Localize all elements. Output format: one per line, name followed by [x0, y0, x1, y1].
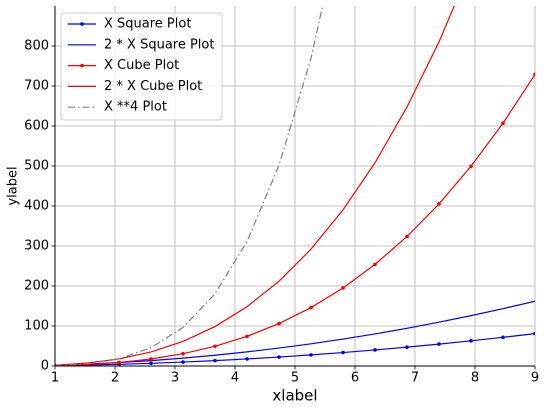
point [213, 344, 217, 349]
point [181, 360, 185, 364]
line-series [55, 6, 324, 366]
legend-marker [80, 63, 84, 68]
y-tick-label: 300 [24, 239, 49, 254]
y-axis-label: ylabel [6, 166, 21, 205]
x-axis-label: xlabel [272, 387, 317, 405]
y-tick-label: 700 [24, 79, 49, 94]
x-tick-label: 5 [291, 371, 299, 386]
point [533, 72, 535, 77]
point [437, 202, 441, 206]
legend-marker [80, 22, 84, 26]
point [373, 262, 377, 267]
legend-label: 2 * X Square Plot [104, 37, 214, 52]
point [501, 121, 505, 126]
y-tick-label: 800 [24, 39, 49, 54]
point [405, 345, 409, 349]
point [245, 334, 249, 339]
y-tick-label: 200 [24, 279, 49, 294]
y-tick-label: 0 [41, 359, 49, 374]
x-tick-label: 1 [51, 371, 59, 386]
legend-label: X Square Plot [104, 17, 191, 32]
point [117, 360, 121, 365]
line-series [55, 6, 455, 366]
point [341, 350, 345, 355]
point [341, 286, 345, 290]
line-series [55, 300, 535, 366]
point [469, 164, 473, 169]
legend-label: 2 * X Cube Plot [104, 79, 202, 94]
point [181, 351, 185, 356]
point [277, 321, 281, 326]
point [213, 358, 217, 363]
point [149, 361, 153, 366]
x-tick-label: 7 [411, 371, 419, 386]
y-tick-label: 500 [24, 159, 49, 174]
x-tick-label: 2 [111, 371, 119, 386]
x-tick-label: 4 [231, 371, 239, 386]
y-tick-label: 600 [24, 119, 49, 134]
point [309, 353, 313, 357]
point [373, 348, 377, 352]
point [501, 335, 505, 340]
point [469, 339, 473, 343]
x-tick-label: 8 [471, 371, 479, 386]
point [437, 342, 441, 346]
point [405, 234, 409, 239]
legend-label: X **4 Plot [104, 100, 167, 115]
x-tick-label: 3 [171, 371, 179, 386]
y-tick-label: 100 [24, 319, 49, 334]
point [533, 331, 535, 336]
x-tick-label: 9 [531, 371, 539, 386]
line-series [55, 333, 535, 366]
y-tick-label: 400 [24, 199, 49, 214]
point [277, 355, 281, 359]
line-series [55, 74, 535, 366]
point [245, 357, 249, 361]
point [149, 357, 153, 361]
point [309, 305, 313, 310]
legend-box [60, 12, 223, 121]
legend-label: X Cube Plot [104, 58, 179, 73]
x-tick-label: 6 [351, 371, 359, 386]
